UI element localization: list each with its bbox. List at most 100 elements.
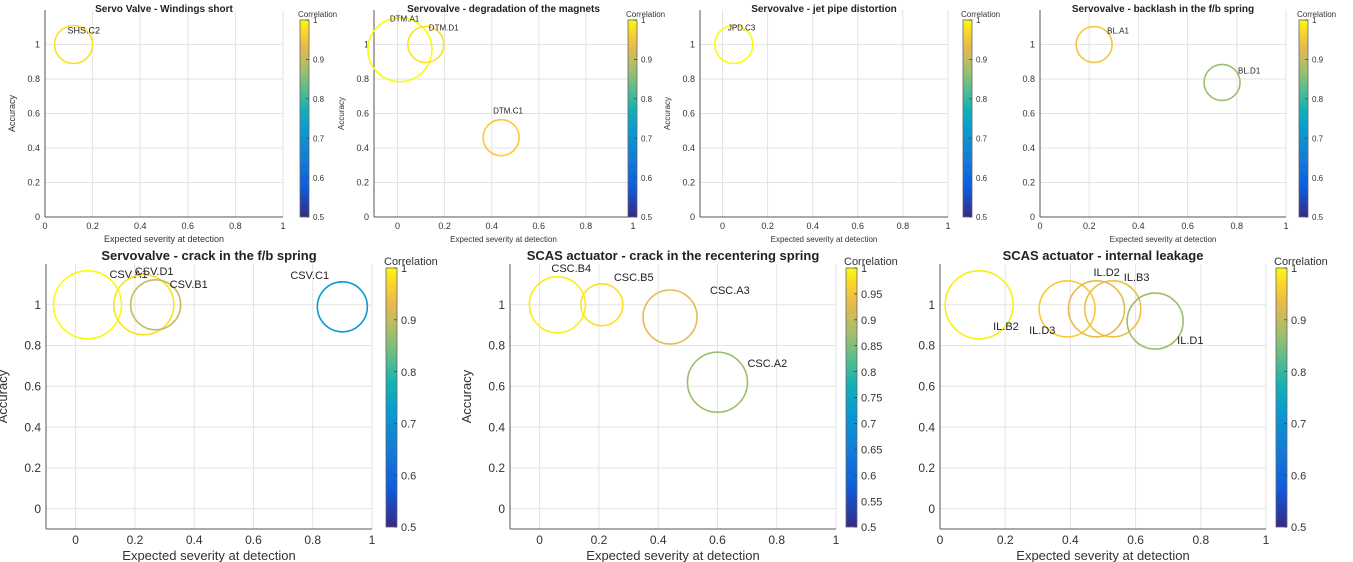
y-tick-label: 0.2 [488, 461, 505, 475]
y-axis-label: Accuracy [7, 94, 17, 132]
y-tick-label: 0.4 [1022, 143, 1035, 153]
colorbar-tick-label: 0.5 [401, 522, 416, 534]
x-tick-label: 1 [1283, 221, 1288, 231]
colorbar-tick-label: 0.8 [861, 367, 876, 379]
bubble-csc-a2 [686, 351, 749, 414]
plot-area [940, 264, 1266, 529]
y-tick-label: 0.2 [24, 461, 41, 475]
plot-area [510, 264, 836, 529]
x-tick-label: 1 [945, 221, 950, 231]
colorbar-tick-label: 0.6 [1312, 174, 1324, 183]
y-tick-label: 0.4 [488, 420, 505, 434]
x-axis-label: Expected severity at detection [104, 234, 224, 244]
colorbar-tick-label: 1 [641, 16, 646, 25]
colorbar-tick-label: 0.6 [1291, 470, 1306, 482]
bubble-jpd-c3 [714, 24, 754, 65]
x-tick-label: 0.4 [1132, 221, 1145, 231]
y-tick-label: 0.8 [488, 339, 505, 353]
colorbar-tick-label: 1 [401, 263, 407, 275]
x-tick-label: 0.2 [127, 533, 144, 547]
x-axis-label: Expected severity at detection [771, 235, 878, 244]
x-tick-label: 0.6 [709, 533, 726, 547]
bubble-label: CSC.B4 [551, 263, 591, 275]
colorbar-tick-label: 0.6 [313, 174, 325, 183]
colorbar-tick-label: 0.55 [861, 496, 882, 508]
y-tick-label: 0.6 [1022, 109, 1035, 119]
x-axis-label: Expected severity at detection [586, 548, 759, 562]
y-axis-label: Accuracy [0, 369, 10, 423]
colorbar-tick-label: 0.65 [861, 445, 882, 457]
x-tick-label: 0.8 [1231, 221, 1244, 231]
colorbar-tick-label: 0.5 [861, 522, 876, 534]
bubble-label: CSC.A3 [710, 285, 750, 297]
y-tick-label: 0.8 [682, 74, 695, 84]
x-tick-label: 0.2 [86, 221, 99, 231]
bubble-il-d3 [1038, 280, 1096, 338]
panel-2: 0 0.2 0.4 0.6 0.8 1 0 0.2 0.4 0.6 0.8 1 Servovalve -… [337, 4, 665, 244]
colorbar-tick-label: 0.8 [976, 95, 988, 104]
y-tick-label: 0.4 [682, 143, 695, 153]
bubble-label: CSV.C1 [290, 270, 329, 282]
x-tick-label: 0.8 [1192, 533, 1209, 547]
colorbar-gradient [1298, 19, 1309, 218]
y-tick-label: 0 [364, 212, 369, 222]
colorbar-label: Correlation [844, 256, 898, 268]
y-tick-label: 0.4 [27, 143, 40, 153]
x-tick-label: 0.4 [650, 533, 667, 547]
bubble-csc-b4 [528, 275, 587, 334]
x-tick-label: 0 [72, 533, 79, 547]
bubble-il-b3 [1083, 280, 1142, 338]
colorbar-tick-label: 0.6 [641, 174, 653, 183]
colorbar-tick-label: 1 [1291, 263, 1297, 275]
colorbar-tick-label: 1 [1312, 16, 1317, 25]
colorbar-gradient [299, 19, 310, 218]
bubble-csv-a1 [52, 269, 123, 340]
colorbar-tick-label: 1 [313, 16, 318, 25]
colorbar-tick-label: 0.7 [861, 419, 876, 431]
colorbar-tick-label: 0.9 [401, 315, 416, 327]
colorbar-tick-label: 0.9 [641, 56, 653, 65]
colorbar-tick-label: 1 [861, 263, 867, 275]
y-tick-label: 0.2 [27, 178, 40, 188]
bubble-csc-a3 [642, 289, 698, 345]
x-tick-label: 0 [395, 221, 400, 231]
chart-title: Servovalve - backlash in the f/b spring [1072, 4, 1254, 15]
colorbar-label: Correlation [1274, 256, 1328, 268]
colorbar-tick-label: 0.8 [641, 95, 653, 104]
y-tick-label: 0.6 [27, 109, 40, 119]
colorbar-tick-label: 0.7 [976, 134, 988, 143]
y-tick-label: 0 [34, 502, 41, 516]
x-tick-label: 0.8 [768, 533, 785, 547]
colorbar-tick-label: 0.5 [313, 213, 325, 222]
chart-title: Servovalve - degradation of the magnets [407, 4, 600, 15]
x-tick-label: 0 [1037, 221, 1042, 231]
x-tick-label: 1 [833, 533, 840, 547]
y-tick-label: 0.6 [488, 380, 505, 394]
bubble-label: JPD.C3 [728, 24, 756, 33]
colorbar: 0.5 0.55 0.6 0.65 0.7 0.75 0.8 0.85 0.9 0.95 1Corr… [844, 256, 898, 534]
x-tick-label: 0.2 [761, 221, 774, 231]
y-tick-label: 0.6 [24, 380, 41, 394]
colorbar-tick-label: 0.7 [313, 134, 325, 143]
x-tick-label: 0 [536, 533, 543, 547]
bubble-label: IL.B3 [1124, 272, 1150, 284]
y-axis-label: Accuracy [337, 97, 346, 130]
colorbar-tick-label: 0.8 [1312, 95, 1324, 104]
bubble-csc-b5 [580, 282, 624, 327]
panel-6: 0 0.2 0.4 0.6 0.8 1 0 0.2 0.4 0.6 0.8 1 SCAS actuato… [459, 248, 898, 562]
x-tick-label: 0.6 [182, 221, 195, 231]
colorbar-gradient [962, 19, 973, 218]
chart-title: SCAS actuator - crack in the recentering… [527, 248, 820, 263]
bubble-label: CSV.A1 [109, 269, 147, 281]
bubble-label: CSV.D1 [135, 266, 174, 278]
colorbar-tick-label: 0.5 [976, 213, 988, 222]
panel-3: 0 0.2 0.4 0.6 0.8 1 0 0.2 0.4 0.6 0.8 1 Servovalve -… [663, 4, 1000, 244]
bubble-dtm-c1 [482, 118, 520, 157]
x-axis-label: Expected severity at detection [122, 548, 295, 562]
chart-title: Servovalve - jet pipe distortion [751, 4, 897, 15]
x-tick-label: 0 [720, 221, 725, 231]
